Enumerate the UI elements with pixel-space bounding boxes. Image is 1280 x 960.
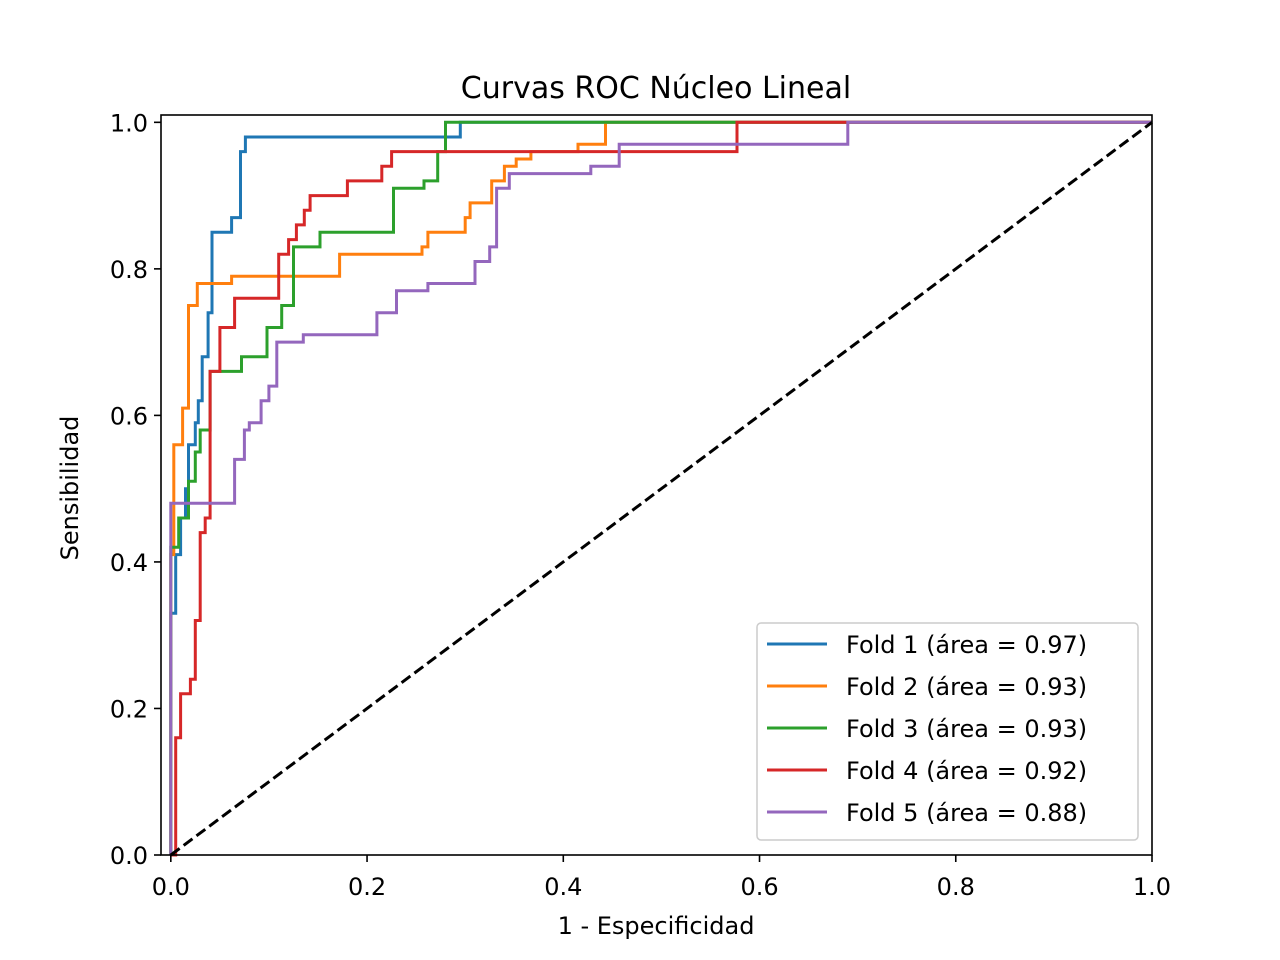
y-axis-ticks: 0.0 0.2 0.4 0.6 0.8 1.0 [110,109,161,870]
y-tick-label: 0.6 [110,402,148,430]
series-line-fold-3 [169,120,1152,855]
x-tick-label: 0.2 [348,873,386,901]
legend-label-fold-2: Fold 2 (área = 0.93) [846,673,1087,701]
plot-area [160,114,1153,857]
y-tick-label: 1.0 [110,109,148,137]
x-tick-label: 0.0 [152,873,190,901]
series-line-fold-1 [169,120,1152,855]
y-tick-label: 0.4 [110,549,148,577]
plot-frame [160,114,1153,856]
legend-label-fold-1: Fold 1 (área = 0.97) [846,631,1087,659]
legend-label-fold-5: Fold 5 (área = 0.88) [846,799,1087,827]
y-axis-label: Sensibilidad [56,416,84,561]
x-tick-label: 0.8 [937,873,975,901]
x-axis-ticks: 0.0 0.2 0.4 0.6 0.8 1.0 [152,855,1171,901]
series-line-fold-5 [169,120,1152,855]
y-tick-label: 0.2 [110,695,148,723]
x-tick-label: 0.6 [740,873,778,901]
x-axis-label: 1 - Especificidad [558,912,755,940]
legend: Fold 1 (área = 0.97) Fold 2 (área = 0.93)… [756,622,1139,841]
series-line-fold-4 [170,120,1152,857]
legend-box [756,622,1139,841]
diagonal-reference-line [169,121,1153,857]
legend-label-fold-4: Fold 4 (área = 0.92) [846,757,1087,785]
chart-title: Curvas ROC Núcleo Lineal [461,71,851,106]
x-tick-label: 0.4 [544,873,582,901]
y-tick-label: 0.8 [110,256,148,284]
x-tick-label: 1.0 [1133,873,1171,901]
series-line-fold-2 [169,120,1152,855]
legend-label-fold-3: Fold 3 (área = 0.93) [846,715,1087,743]
y-tick-label: 0.0 [110,842,148,870]
